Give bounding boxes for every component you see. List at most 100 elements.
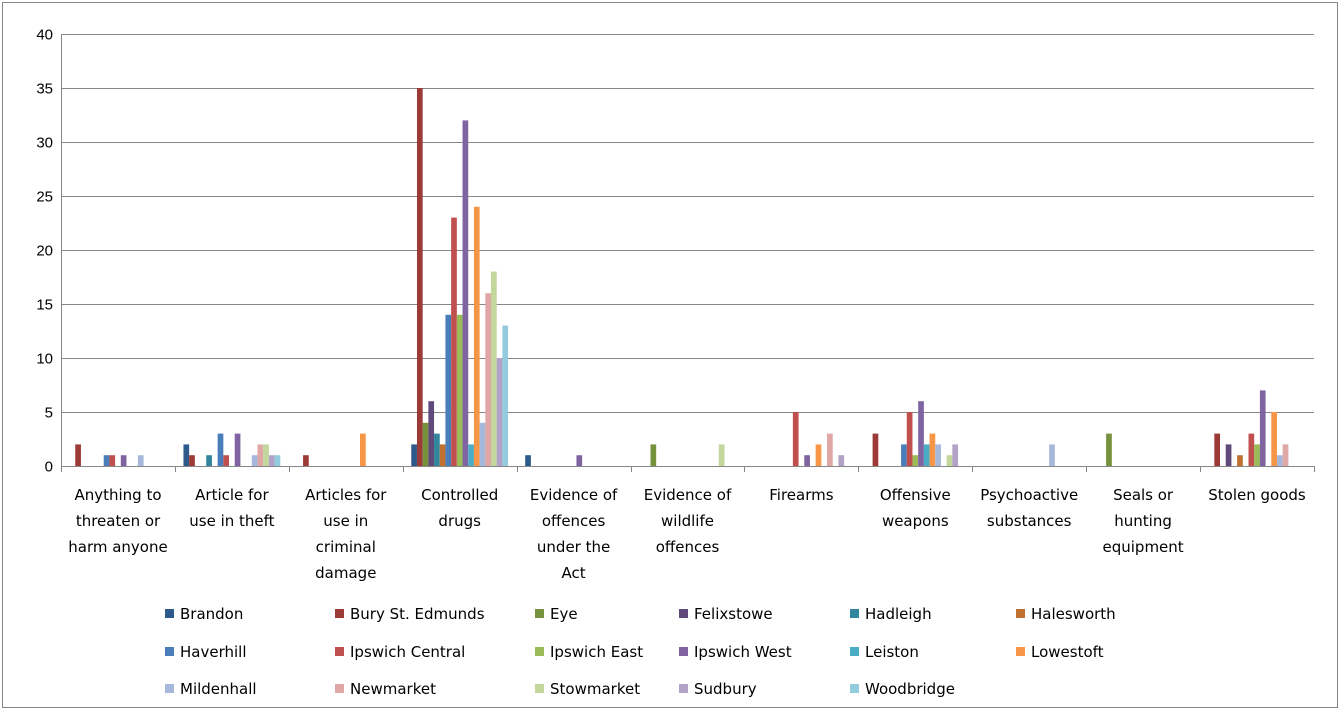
legend-swatch	[165, 647, 174, 656]
x-category-label: Psychoactive	[980, 486, 1078, 504]
legend-swatch	[535, 609, 544, 618]
legend-label: Stowmarket	[550, 680, 640, 698]
x-category-label: Article for	[195, 486, 269, 504]
bar-ipswich-central	[792, 412, 799, 466]
y-tick-label: 25	[36, 189, 53, 206]
bar-mildenhall	[1049, 444, 1055, 466]
bar-lowestoft	[1271, 412, 1277, 466]
bar-sudbury	[496, 358, 503, 466]
bar-ipswich-central	[109, 455, 116, 466]
bar-newmarket	[1282, 444, 1289, 466]
bar-bury-st-edmunds	[189, 455, 195, 466]
bar-ipswich-east	[456, 314, 463, 466]
bar-ipswich-west	[1259, 390, 1266, 466]
bar-leiston	[923, 444, 930, 466]
bar-mildenhall	[137, 455, 144, 466]
bar-bury-st-edmunds	[303, 455, 309, 466]
legend-label: Bury St. Edmunds	[350, 605, 485, 623]
bar-ipswich-east	[912, 455, 919, 466]
bar-bury-st-edmunds	[872, 433, 879, 466]
bar-stowmarket	[946, 455, 953, 466]
bar-sudbury	[952, 444, 959, 466]
bar-bury-st-edmunds	[1214, 433, 1221, 466]
legend-swatch	[165, 609, 174, 618]
bar-newmarket	[827, 433, 833, 466]
legend-swatch	[165, 684, 174, 693]
x-category-label: offences	[542, 512, 606, 530]
bar-ipswich-west	[804, 455, 810, 466]
bar-woodbridge	[502, 325, 509, 466]
y-tick-label: 0	[45, 459, 53, 476]
bar-mildenhall	[251, 455, 258, 466]
y-tick-label: 5	[45, 405, 53, 422]
x-category-label: Seals or	[1113, 486, 1174, 504]
legend-swatch	[679, 609, 688, 618]
x-category-label: under the	[537, 538, 610, 556]
x-category-label: substances	[987, 512, 1072, 530]
legend-swatch	[335, 647, 344, 656]
x-category-label: hunting	[1114, 512, 1172, 530]
legend-label: Sudbury	[694, 680, 757, 698]
legend-label: Haverhill	[180, 643, 247, 661]
bar-ipswich-west	[234, 433, 241, 466]
bar-brandon	[183, 444, 190, 466]
bar-ipswich-west	[462, 120, 469, 467]
bar-sudbury	[838, 455, 845, 466]
axes: 0 5 10 15 20 25 30 35 40 Anything to threaten or ha…	[36, 27, 1315, 582]
legend-swatch	[850, 609, 859, 618]
y-tick-label: 30	[36, 135, 53, 152]
bar-ipswich-east	[1254, 444, 1260, 466]
bar-brandon	[411, 444, 417, 466]
bar-stowmarket	[263, 444, 269, 466]
x-category-label: criminal	[316, 538, 376, 556]
legend-label: Ipswich Central	[350, 643, 465, 661]
bar-brandon	[525, 455, 531, 466]
bar-ipswich-west	[576, 455, 583, 466]
bar-sudbury	[268, 455, 275, 466]
x-category-label: wildlife	[661, 512, 714, 530]
legend-swatch	[679, 647, 688, 656]
y-tick-label: 15	[36, 297, 53, 314]
legend-swatch	[1016, 647, 1025, 656]
x-category-label: Controlled	[421, 486, 498, 504]
bar-mildenhall	[479, 422, 486, 466]
x-category-label: Firearms	[769, 486, 833, 504]
legend-swatch	[679, 684, 688, 693]
x-category-label: equipment	[1103, 538, 1184, 556]
legend-swatch	[535, 647, 544, 656]
y-tick-label: 40	[36, 27, 53, 44]
x-category-label: Act	[562, 564, 586, 582]
bar-halesworth	[439, 444, 446, 466]
legend-label: Mildenhall	[180, 680, 257, 698]
bar-mildenhall	[935, 444, 941, 466]
bar-newmarket	[485, 293, 492, 466]
bar-felixstowe	[1225, 444, 1232, 466]
y-tick-label: 10	[36, 351, 53, 368]
bar-stowmarket	[718, 444, 725, 466]
legend-label: Hadleigh	[865, 605, 932, 623]
bar-felixstowe	[428, 401, 435, 466]
x-category-label: damage	[315, 564, 376, 582]
legend-swatch	[850, 684, 859, 693]
bar-ipswich-central	[1248, 433, 1255, 466]
x-category-label: offences	[656, 538, 720, 556]
bar-ipswich-central	[223, 455, 230, 466]
x-category-label: Anything to	[74, 486, 161, 504]
y-tick-label: 20	[36, 243, 53, 260]
bar-ipswich-west	[120, 455, 127, 466]
bar-leiston	[468, 444, 474, 466]
x-category-label: use in	[323, 512, 368, 530]
bar-halesworth	[1237, 455, 1243, 466]
bar-woodbridge	[274, 455, 281, 466]
bar-lowestoft	[360, 433, 366, 466]
x-category-label: Offensive	[880, 486, 951, 504]
bar-ipswich-central	[451, 217, 457, 466]
bar-bury-st-edmunds	[416, 88, 423, 466]
x-category-label: drugs	[438, 512, 481, 530]
x-category-label: harm anyone	[68, 538, 167, 556]
legend: Brandon Bury St. Edmunds Eye Felixstowe Hadl…	[165, 605, 1116, 698]
bar-haverhill	[217, 433, 224, 466]
legend-swatch	[535, 684, 544, 693]
